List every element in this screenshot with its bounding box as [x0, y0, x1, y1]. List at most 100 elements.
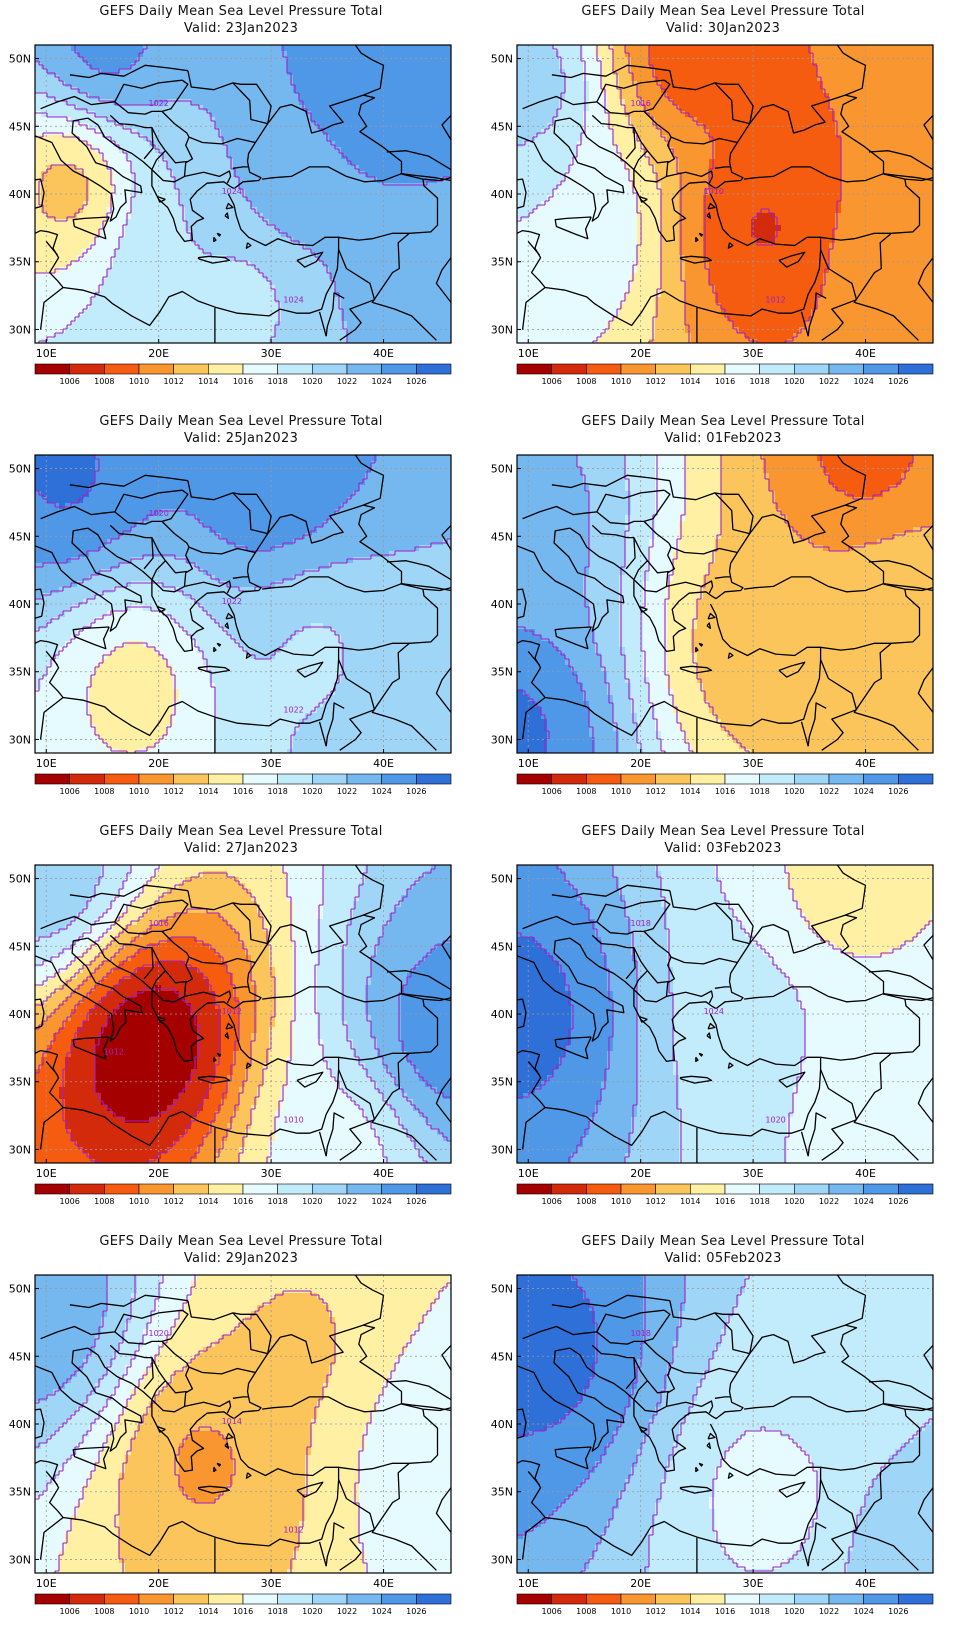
colorbar-swatch — [104, 773, 140, 785]
colorbar-label: 1014 — [198, 787, 218, 796]
isobar-label: 1020 — [148, 1329, 168, 1338]
colorbar-swatch — [828, 1183, 864, 1195]
colorbar-label: 1020 — [784, 787, 804, 796]
lat-tick-label: 40N — [9, 598, 31, 611]
colorbar-label: 1018 — [267, 1607, 287, 1616]
colorbar-label: 1018 — [749, 377, 769, 386]
lat-tick-label: 45N — [9, 530, 31, 543]
lon-tick-label: 20E — [630, 347, 651, 360]
colorbar-swatch — [69, 363, 105, 375]
colorbar-label: 1018 — [749, 787, 769, 796]
isobar-label: 1022 — [283, 705, 303, 714]
colorbar-label: 1006 — [541, 377, 561, 386]
colorbar-swatch — [586, 1593, 622, 1605]
colorbar-label: 1020 — [302, 1197, 322, 1206]
colorbar-label: 1018 — [267, 377, 287, 386]
colorbar-swatch — [620, 363, 656, 375]
lon-tick-label: 30E — [743, 1167, 764, 1180]
colorbar-swatch — [416, 1183, 452, 1195]
lat-tick-label: 30N — [491, 733, 513, 746]
lon-tick-label: 10E — [36, 1577, 57, 1590]
colorbar-label: 1012 — [163, 377, 183, 386]
lon-tick-label: 10E — [518, 347, 539, 360]
isobar-label: 1010 — [704, 187, 724, 196]
colorbar-swatch — [173, 773, 209, 785]
lat-tick-label: 45N — [9, 1350, 31, 1363]
colorbar-swatch — [138, 773, 174, 785]
colorbar-swatch — [34, 363, 70, 375]
coastlines-borders — [35, 865, 451, 1163]
lat-tick-label: 45N — [9, 940, 31, 953]
lat-tick-label: 45N — [491, 530, 513, 543]
colorbar-swatch — [828, 773, 864, 785]
lat-tick-label: 30N — [9, 733, 31, 746]
colorbar-swatch — [586, 1183, 622, 1195]
colorbar-swatch — [277, 363, 313, 375]
colorbar-swatch — [759, 363, 795, 375]
colorbar-swatch — [794, 1593, 830, 1605]
colorbar-label: 1012 — [645, 1197, 665, 1206]
lon-tick-label: 30E — [743, 1577, 764, 1590]
panel-title: GEFS Daily Mean Sea Level Pressure Total — [0, 1234, 482, 1249]
colorbar-swatch — [277, 1593, 313, 1605]
pressure-field — [517, 865, 933, 1163]
colorbar: 1006 1008 1010 1012 1014 1016 1018 1020 1022 1024… — [34, 1593, 452, 1616]
colorbar-label: 1010 — [129, 1197, 149, 1206]
colorbar-label: 1008 — [576, 1607, 596, 1616]
colorbar-swatch — [277, 773, 313, 785]
colorbar-label: 1006 — [59, 1197, 79, 1206]
colorbar-swatch — [381, 1183, 417, 1195]
colorbar-swatch — [277, 1183, 313, 1195]
lat-tick-label: 45N — [491, 120, 513, 133]
colorbar-swatch — [828, 1593, 864, 1605]
colorbar-swatch — [690, 1593, 726, 1605]
isobar-label: 1020 — [765, 1115, 785, 1124]
colorbar-swatch — [690, 1183, 726, 1195]
colorbar-swatch — [724, 1593, 760, 1605]
colorbar-swatch — [208, 1183, 244, 1195]
colorbar-label: 1026 — [406, 1607, 426, 1616]
colorbar-label: 1024 — [853, 787, 873, 796]
colorbar-swatch — [724, 773, 760, 785]
colorbar-label: 1026 — [888, 1197, 908, 1206]
colorbar: 1006 1008 1010 1012 1014 1016 1018 1020 1022 1024… — [516, 773, 934, 796]
map-panel: 1022 1024 1024 30N 35N 40N 45N 50N 10E 20E 30E 40E 1… — [0, 0, 482, 410]
coastlines-borders — [517, 1275, 933, 1573]
coastlines-borders — [517, 45, 933, 343]
coastlines-borders — [517, 865, 933, 1163]
colorbar-label: 1022 — [819, 377, 839, 386]
colorbar-swatch — [242, 773, 278, 785]
panel-valid-date: Valid: 05Feb2023 — [482, 1251, 964, 1266]
colorbar-label: 1012 — [163, 1607, 183, 1616]
lon-tick-label: 30E — [261, 347, 282, 360]
colorbar-label: 1008 — [94, 787, 114, 796]
colorbar: 1006 1008 1010 1012 1014 1016 1018 1020 1022 1024… — [34, 1183, 452, 1206]
colorbar-label: 1020 — [302, 1607, 322, 1616]
colorbar-swatch — [104, 1183, 140, 1195]
colorbar-swatch — [416, 363, 452, 375]
colorbar-label: 1026 — [406, 787, 426, 796]
colorbar-label: 1018 — [749, 1607, 769, 1616]
lat-tick-label: 30N — [9, 1553, 31, 1566]
colorbar-label: 1016 — [233, 787, 253, 796]
colorbar-label: 1022 — [819, 1197, 839, 1206]
isobar-label: 1024 — [704, 1007, 724, 1016]
map-panel: 1016 1010 1012 30N 35N 40N 45N 50N 10E 20E 30E 40E 1… — [482, 0, 964, 410]
colorbar-label: 1014 — [198, 1197, 218, 1206]
colorbar-swatch — [173, 363, 209, 375]
colorbar-label: 1014 — [680, 787, 700, 796]
colorbar-swatch — [898, 1183, 934, 1195]
lon-tick-label: 20E — [630, 1577, 651, 1590]
map-panel: 1018 1024 1020 30N 35N 40N 45N 50N 10E 20E 30E 40E 1… — [482, 820, 964, 1230]
map-panel: 30N 35N 40N 45N 50N 10E 20E 30E 40E 1006 1008 1010 1… — [482, 410, 964, 820]
colorbar-swatch — [104, 363, 140, 375]
lon-tick-label: 20E — [630, 1167, 651, 1180]
colorbar-swatch — [312, 1593, 348, 1605]
lat-tick-label: 35N — [491, 666, 513, 679]
isobar-label: 1020 — [148, 509, 168, 518]
colorbar-label: 1016 — [233, 1607, 253, 1616]
panel-valid-date: Valid: 30Jan2023 — [482, 21, 964, 36]
coastlines-borders — [35, 45, 451, 343]
